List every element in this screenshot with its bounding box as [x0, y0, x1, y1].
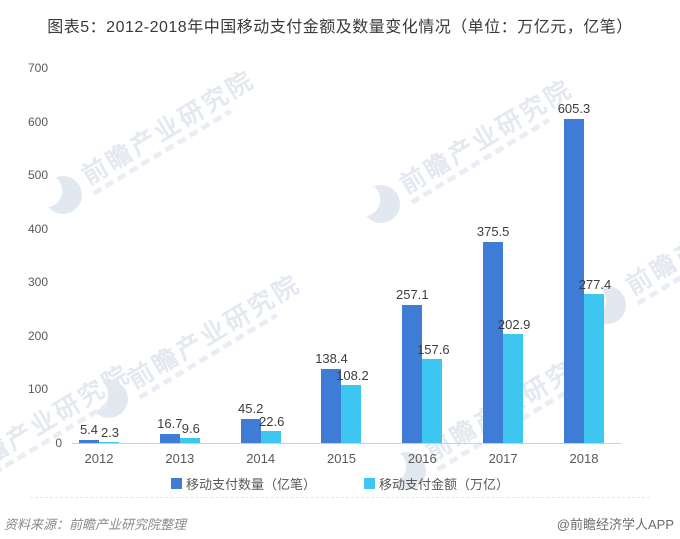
value-label-amount: 22.6 — [259, 413, 285, 429]
watermark-text: 前瞻产业研究院 — [123, 269, 306, 395]
credit-note: @前瞻经济学人APP — [556, 517, 674, 532]
footer-divider — [30, 497, 650, 498]
value-label-amount: 2.3 — [100, 424, 120, 440]
x-tick-label: 2015 — [327, 451, 356, 466]
value-label-count: 45.2 — [238, 400, 264, 416]
bar-payment-amount — [503, 334, 524, 443]
watermark-text: 前瞻产业研究院 — [621, 175, 680, 301]
y-tick-label: 700 — [27, 61, 48, 75]
y-tick-label: 100 — [27, 382, 48, 397]
x-tick-label: 2013 — [165, 451, 195, 466]
chart-title: 图表5：2012-2018年中国移动支付金额及数量变化情况（单位：万亿元，亿笔） — [47, 19, 633, 36]
x-tick-label: 2014 — [246, 451, 276, 466]
value-label-count: 16.7 — [157, 416, 183, 432]
source-note: 资料来源：前瞻产业研究院整理 — [4, 517, 187, 532]
watermark-logo-icon — [82, 372, 136, 426]
bar-payment-count — [483, 241, 504, 443]
bar-payment-count — [240, 418, 261, 443]
y-tick-label: 300 — [27, 275, 48, 290]
y-tick-label: 600 — [27, 114, 48, 129]
y-tick-label: 0 — [55, 436, 62, 450]
watermark-body: 前瞻产业研究院 — [395, 74, 581, 205]
watermark-subtext-dashes — [138, 312, 278, 400]
watermark: 前瞻产业研究院 — [354, 73, 582, 231]
x-tick-label: 2016 — [407, 451, 437, 466]
x-tick-label: 2012 — [84, 451, 114, 466]
watermark: 前瞻产业研究院 — [36, 64, 264, 222]
value-label-amount: 108.2 — [336, 368, 369, 384]
value-label-count: 605.3 — [557, 100, 591, 116]
watermark-text: 前瞻产业研究院 — [395, 74, 578, 200]
legend-item-payment-count: 移动支付数量（亿笔） — [170, 474, 316, 493]
watermark-logo-icon — [354, 177, 408, 231]
bar-payment-amount — [260, 430, 281, 443]
bar-payment-amount — [341, 385, 362, 443]
bar-payment-count — [402, 305, 423, 443]
watermark-subtext-dashes — [410, 117, 550, 205]
watermark-subtext-dashes — [636, 218, 680, 306]
legend-item-payment-amount: 移动支付金额（万亿） — [364, 474, 509, 493]
x-tick-label: 2018 — [569, 451, 599, 466]
legend-swatch-count — [170, 478, 182, 489]
x-axis-line — [72, 443, 621, 444]
watermark-text: 前瞻产业研究院 — [77, 65, 260, 191]
bar-payment-count — [159, 434, 180, 443]
watermark-body: 前瞻产业研究院 — [621, 175, 680, 306]
bar-payment-amount — [179, 437, 200, 443]
bar-payment-amount — [99, 441, 119, 443]
watermark-subtext-dashes — [92, 108, 232, 196]
bar-payment-count — [563, 118, 584, 443]
legend: 移动支付数量（亿笔） 移动支付金额（万亿） — [0, 474, 680, 493]
value-label-count: 257.1 — [396, 287, 429, 303]
legend-label-amount: 移动支付金额（万亿） — [379, 477, 510, 492]
value-label-amount: 202.9 — [497, 317, 531, 333]
value-label-count: 375.5 — [476, 223, 510, 239]
bar-payment-amount — [422, 358, 443, 443]
value-label-amount: 277.4 — [578, 277, 612, 293]
legend-swatch-amount — [364, 478, 375, 489]
legend-label-count: 移动支付数量（亿笔） — [185, 477, 316, 492]
bar-payment-count — [321, 368, 342, 443]
value-label-amount: 157.6 — [417, 341, 450, 357]
y-tick-label: 500 — [27, 168, 48, 183]
value-label-count: 138.4 — [315, 350, 348, 366]
x-tick-label: 2017 — [488, 451, 518, 466]
watermark-body: 前瞻产业研究院 — [123, 269, 309, 400]
bar-payment-amount — [583, 294, 604, 443]
watermark-body: 前瞻产业研究院 — [77, 65, 263, 196]
y-tick-label: 400 — [27, 221, 48, 236]
y-tick-label: 200 — [27, 328, 48, 343]
value-label-amount: 9.6 — [181, 420, 200, 436]
